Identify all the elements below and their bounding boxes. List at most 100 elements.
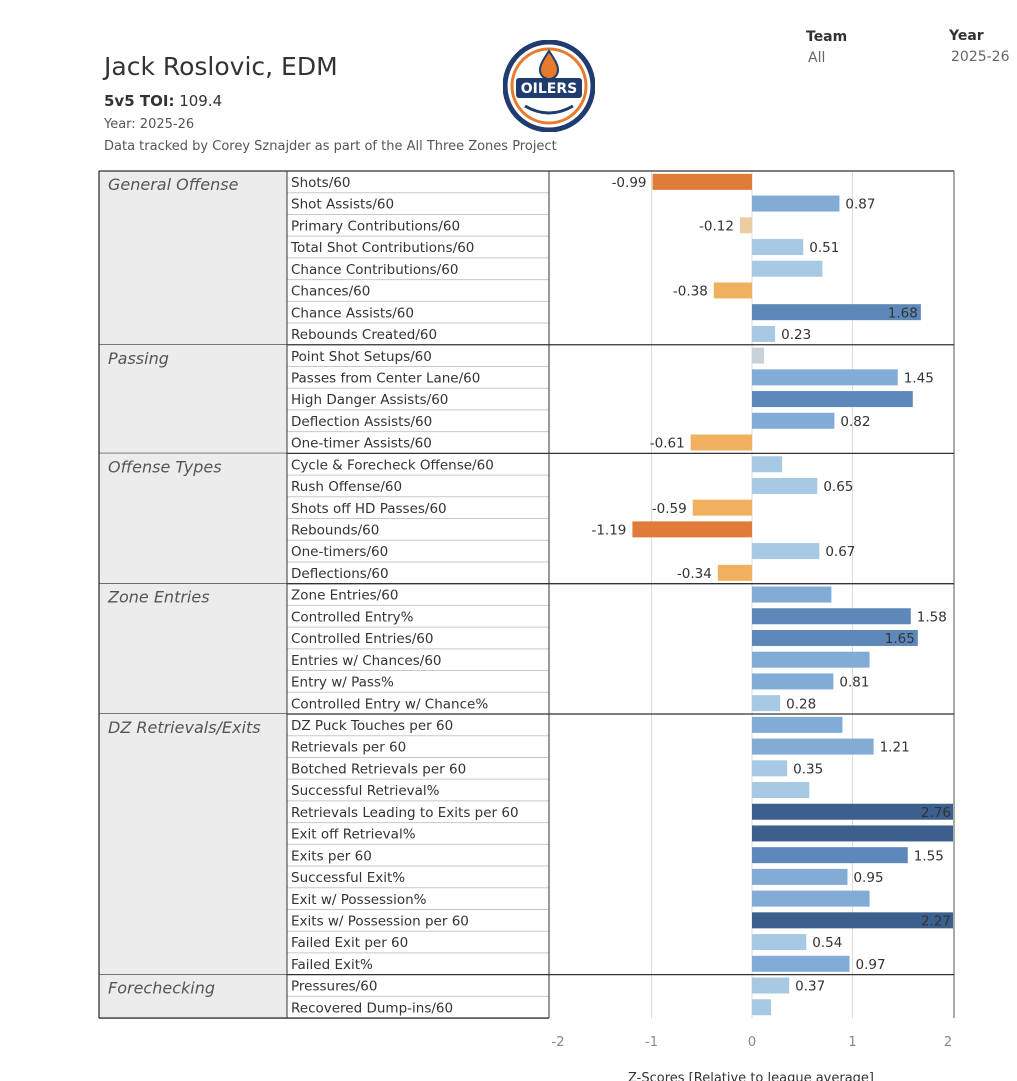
metric-label-botched-retrievals-per-60: Botched Retrievals per 60	[291, 761, 466, 777]
value-label-failed-exit: 0.97	[855, 957, 885, 973]
x-axis-label: Z-Scores [Relative to league average]	[628, 1071, 874, 1081]
bar-controlled-entry-w-chance	[752, 695, 781, 712]
value-label-chance-assists-60: 1.68	[888, 305, 918, 321]
metric-label-passes-from-center-lane-60: Passes from Center Lane/60	[291, 370, 480, 386]
bar-cycle-forecheck-offense-60	[752, 456, 783, 473]
bar-rush-offense-60	[752, 477, 818, 494]
value-label-primary-contributions-60: -0.12	[699, 218, 734, 234]
bar-botched-retrievals-per-60	[752, 760, 788, 777]
bar-shot-assists-60	[752, 195, 840, 212]
group-label-offense-types: Offense Types	[108, 457, 222, 476]
bar-exit-w-possession	[752, 890, 870, 907]
value-label-retrievals-per-60: 1.21	[880, 740, 910, 756]
bar-primary-contributions-60	[739, 217, 752, 234]
group-label-zone-entries: Zone Entries	[107, 588, 210, 607]
tick-label-2: 2	[944, 1035, 952, 1050]
credit-line: Data tracked by Corey Sznajder as part o…	[104, 139, 557, 154]
metric-label-controlled-entries-60: Controlled Entries/60	[291, 631, 433, 647]
bar-zone-entries-60	[752, 586, 832, 603]
value-label-successful-exit: 0.95	[853, 870, 883, 886]
bar-total-shot-contributions-60	[752, 239, 804, 256]
value-label-entry-w-pass: 0.81	[839, 675, 869, 691]
metric-label-rush-offense-60: Rush Offense/60	[291, 479, 402, 495]
metric-label-shot-assists-60: Shot Assists/60	[291, 197, 394, 213]
metric-label-failed-exit: Failed Exit%	[291, 957, 373, 973]
toi-line: 5v5 TOI: 109.4	[104, 92, 222, 110]
bar-failed-exit	[752, 955, 850, 972]
metric-label-deflection-assists-60: Deflection Assists/60	[291, 414, 432, 430]
metric-label-successful-retrieval: Successful Retrieval%	[291, 783, 440, 799]
oilers-logo-icon: OILERS	[503, 40, 595, 132]
tick-label--1: -1	[645, 1035, 658, 1050]
group-cell-passing	[99, 344, 287, 454]
group-cell-forechecking	[99, 974, 287, 1019]
value-label-passes-from-center-lane-60: 1.45	[904, 370, 934, 386]
metric-label-exit-w-possession: Exit w/ Possession%	[291, 892, 427, 908]
bar-one-timers-60	[752, 543, 820, 560]
metric-label-primary-contributions-60: Primary Contributions/60	[291, 218, 460, 234]
metric-label-exits-w-possession-per-60: Exits w/ Possession per 60	[291, 913, 469, 929]
value-label-rebounds-created-60: 0.23	[781, 327, 811, 343]
value-label-deflection-assists-60: 0.82	[840, 414, 870, 430]
value-label-exits-per-60: 1.55	[914, 848, 944, 864]
metric-label-rebounds-created-60: Rebounds Created/60	[291, 327, 437, 343]
value-label-controlled-entry-w-chance: 0.28	[786, 696, 816, 712]
metric-label-dz-puck-touches-per-60: DZ Puck Touches per 60	[291, 718, 453, 734]
value-label-chances-60: -0.38	[673, 284, 708, 300]
bar-controlled-entries-60	[752, 629, 918, 646]
metric-label-entries-w-chances-60: Entries w/ Chances/60	[291, 653, 442, 669]
metric-label-chances-60: Chances/60	[291, 284, 370, 300]
bar-point-shot-setups-60	[752, 347, 765, 364]
year-filter-value[interactable]: 2025-26	[951, 49, 1010, 65]
metric-label-entry-w-pass: Entry w/ Pass%	[291, 675, 394, 691]
bar-pressures-60	[752, 977, 790, 994]
group-label-dz-retrievals-exits: DZ Retrievals/Exits	[108, 718, 261, 737]
bar-deflections-60	[717, 564, 752, 581]
value-label-shots-60: -0.99	[612, 175, 647, 191]
bar-dz-puck-touches-per-60	[752, 716, 843, 733]
group-cell-general-offense	[99, 171, 287, 345]
toi-value: 109.4	[179, 92, 223, 110]
value-label-total-shot-contributions-60: 0.51	[809, 240, 839, 256]
metric-label-retrievals-per-60: Retrievals per 60	[291, 740, 406, 756]
metric-label-rebounds-60: Rebounds/60	[291, 523, 379, 539]
metric-label-chance-contributions-60: Chance Contributions/60	[291, 262, 458, 278]
metric-label-exit-off-retrieval: Exit off Retrieval%	[291, 827, 416, 843]
bar-rebounds-created-60	[752, 325, 776, 342]
metric-label-total-shot-contributions-60: Total Shot Contributions/60	[290, 240, 474, 256]
group-cell-dz-retrievals-exits	[99, 714, 287, 975]
player-title: Jack Roslovic, EDM	[104, 52, 338, 81]
team-filter-value[interactable]: All	[808, 50, 826, 66]
bar-retrievals-leading-to-exits-per-60	[752, 803, 953, 820]
metric-label-zone-entries-60: Zone Entries/60	[291, 588, 398, 604]
group-cell-offense-types	[99, 453, 287, 584]
year-line: Year: 2025-26	[104, 117, 195, 132]
value-label-failed-exit-per-60: 0.54	[812, 935, 842, 951]
metric-label-shots-60: Shots/60	[291, 175, 350, 191]
value-label-botched-retrievals-per-60: 0.35	[793, 761, 823, 777]
year-filter-label: Year	[949, 28, 984, 44]
metric-label-shots-off-hd-passes-60: Shots off HD Passes/60	[291, 501, 447, 517]
logo-text: OILERS	[521, 81, 577, 97]
value-label-one-timers-60: 0.67	[825, 544, 855, 560]
bar-shots-off-hd-passes-60	[692, 499, 752, 516]
bar-entries-w-chances-60	[752, 651, 870, 668]
value-label-shots-off-hd-passes-60: -0.59	[652, 501, 687, 517]
value-label-rebounds-60: -1.19	[591, 523, 626, 539]
value-label-deflections-60: -0.34	[677, 566, 712, 582]
toi-label: 5v5 TOI:	[104, 92, 175, 110]
bar-one-timer-assists-60	[690, 434, 752, 451]
team-filter-label: Team	[806, 29, 848, 45]
bar-successful-retrieval	[752, 782, 810, 799]
tick-label-0: 0	[748, 1035, 756, 1050]
metric-label-point-shot-setups-60: Point Shot Setups/60	[291, 349, 432, 365]
bar-shots-60	[652, 173, 752, 190]
bar-high-danger-assists-60	[752, 391, 913, 408]
metric-label-high-danger-assists-60: High Danger Assists/60	[291, 392, 448, 408]
tick-label-1: 1	[848, 1035, 856, 1050]
value-label-rush-offense-60: 0.65	[823, 479, 853, 495]
bar-recovered-dump-ins-60	[752, 999, 772, 1016]
bar-retrievals-per-60	[752, 738, 874, 755]
bar-entry-w-pass	[752, 673, 834, 690]
value-label-pressures-60: 0.37	[795, 979, 825, 995]
